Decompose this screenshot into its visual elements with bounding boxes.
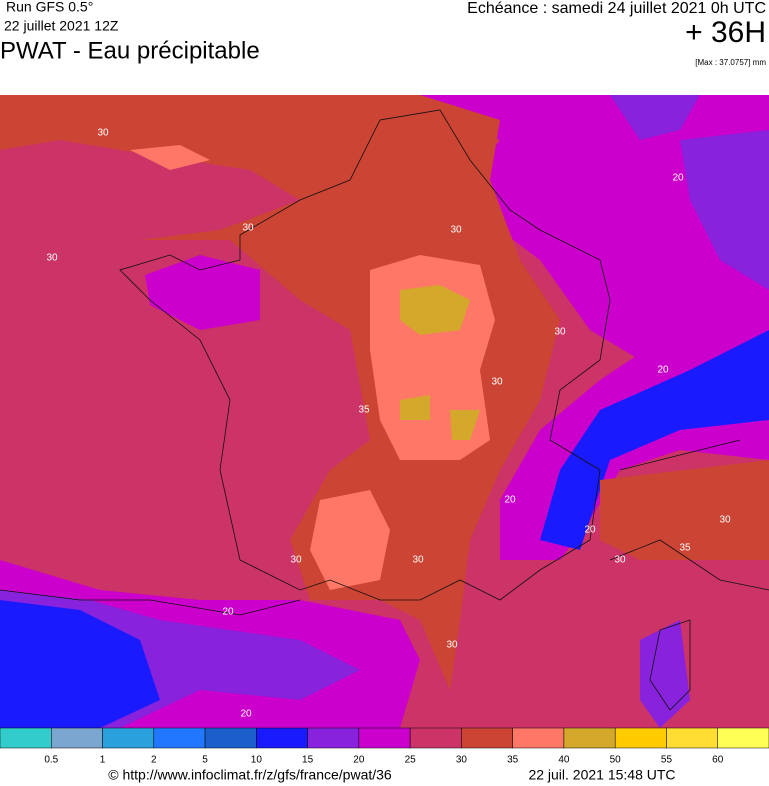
colorbar-box: [0, 727, 52, 749]
pwat-italy: [600, 460, 769, 560]
colorbar-box: [614, 727, 667, 749]
pwat-center: [0, 95, 560, 690]
colorbar-tick-label: 60: [712, 755, 724, 766]
pwat-east: [420, 95, 769, 360]
pwat-spain-low: [0, 600, 160, 728]
colorbar-tick-label: 1: [100, 755, 106, 766]
run: Run GFS 0.5°: [6, 0, 93, 15]
colorbar-box: [153, 727, 206, 749]
pwat-corsica: [640, 620, 690, 728]
contour-label: 30: [450, 225, 462, 236]
source-url: © http://www.infoclimat.fr/z/gfs/france/…: [108, 767, 392, 783]
colorbar-box: [358, 727, 411, 749]
colorbar-tick-label: 40: [558, 755, 570, 766]
colorbar-tick-label: 35: [507, 755, 519, 766]
contour-label: 35: [679, 543, 691, 554]
contour-label: 30: [554, 327, 566, 338]
colorbar-box: [102, 727, 155, 749]
colorbar-box: [666, 727, 718, 749]
pwat-alps-low: [540, 330, 769, 550]
contour-label: 30: [491, 377, 503, 388]
map: [0, 95, 769, 728]
contour-label: 20: [672, 173, 684, 184]
pwat-west: [0, 140, 300, 270]
title: PWAT - Eau précipitable: [0, 37, 260, 64]
colorbar-tick-label: 0.5: [44, 755, 58, 766]
france-border: [119, 109, 611, 601]
colorbar-tick-label: 25: [405, 755, 417, 766]
colorbar-tick-label: 2: [151, 755, 157, 766]
contour-label: 30: [242, 223, 254, 234]
contour-label: 30: [446, 640, 458, 651]
contour-label: 30: [614, 555, 626, 566]
echeance: Echéance : samedi 24 juillet 2021 0h UTC: [467, 0, 766, 17]
timestamp: 22 juil. 2021 15:48 UTC: [528, 767, 675, 783]
contour-label: 30: [719, 515, 731, 526]
pwat-northeast: [610, 95, 769, 290]
contour-label: 30: [46, 253, 58, 264]
colorbar-box: [204, 727, 257, 749]
colorbar-box: [717, 727, 769, 749]
pwat-high-center: [370, 255, 495, 460]
colorbar-box: [563, 727, 616, 749]
contour-label: 30: [412, 555, 424, 566]
colorbar-box: [409, 727, 462, 749]
colorbar-tick-label: 10: [251, 755, 263, 766]
colorbar-tick-label: 55: [661, 755, 673, 766]
pwat-peak: [400, 285, 480, 440]
colorbar-tick-label: 20: [353, 755, 365, 766]
contour-label: 20: [657, 365, 669, 376]
colorbar-tick-label: 15: [302, 755, 314, 766]
contour-labels: 30 30 30 30 20 30 30 35 20 20 20 30 30 35 30 30 20 30 20: [46, 128, 731, 720]
coastlines: [0, 439, 769, 711]
contour-label: 20: [504, 495, 516, 506]
lead-time: + 36H: [685, 16, 766, 49]
colorbar-tick-label: 5: [202, 755, 208, 766]
pwat-high-channel: [130, 145, 210, 170]
contour-label: 30: [97, 128, 109, 139]
pwat-brittany: [145, 255, 260, 330]
contour-label: 20: [584, 525, 596, 536]
contour-label: 20: [222, 607, 234, 618]
contour-label: 20: [240, 709, 252, 720]
colorbar-box: [256, 727, 308, 749]
colorbar-tick-label: 50: [610, 755, 622, 766]
pwat-high-south: [310, 490, 390, 590]
colorbar-box: [461, 727, 513, 749]
run-date: 22 juillet 2021 12Z: [4, 18, 119, 34]
colorbar-tick-label: 30: [456, 755, 468, 766]
colorbar-box: [51, 727, 103, 749]
max-value: [Max : 37.0757] mm: [695, 58, 766, 67]
colorbar-box: [307, 727, 360, 749]
colorbar: 0.5 1 2 5 10 15 20 25 30 35 40 50 55 60: [0, 727, 769, 766]
contour-label: 35: [358, 405, 370, 416]
colorbar-box: [512, 727, 565, 749]
contour-label: 30: [290, 555, 302, 566]
